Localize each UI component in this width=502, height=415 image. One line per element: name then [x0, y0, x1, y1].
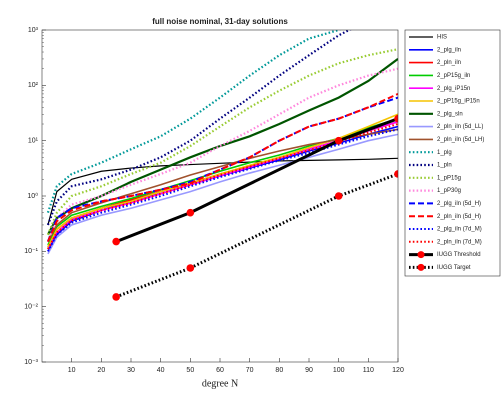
legend-label: 2_plg_iln (5d_H): [437, 201, 481, 207]
x-tick-label: 40: [157, 367, 165, 374]
y-tick-label: 10³: [28, 27, 39, 34]
series-marker: [112, 237, 120, 246]
legend-label: 2_pln_iln (5d_LL): [437, 124, 483, 130]
x-tick-label: 70: [246, 367, 254, 374]
plot-lines: [46, 30, 398, 301]
y-tick-label: 10⁻¹: [24, 248, 38, 255]
legend-label: IUGG Target: [437, 265, 471, 271]
legend-marker: [417, 263, 425, 271]
legend-label: 1_plg: [437, 150, 452, 156]
legend-label: 2_plg_iln: [437, 47, 461, 53]
series-marker: [112, 293, 120, 301]
series-line: [47, 92, 398, 242]
series-marker: [186, 264, 195, 272]
series-marker: [334, 136, 343, 145]
y-tick-label: 10⁻²: [24, 304, 38, 311]
x-tick-label: 20: [97, 367, 105, 374]
legend-label: 2_pln_iln (7d_M): [437, 239, 482, 245]
series-line: [47, 157, 398, 226]
legend-label: 2_plg_sln: [437, 111, 463, 117]
x-tick-label: 100: [333, 367, 345, 374]
legend-box: [404, 29, 501, 277]
series-marker: [394, 170, 398, 178]
series-line: [47, 128, 398, 252]
series-line: [46, 30, 341, 214]
plot-area: [42, 30, 398, 362]
series-line: [115, 117, 398, 243]
series-marker: [334, 192, 343, 200]
legend-label: 2_pln_iln (5d_LH): [437, 137, 484, 143]
legend-label: 2_plg_iP15n: [437, 86, 470, 92]
legend-label: 2_pP15g_iln: [437, 73, 470, 79]
series-marker: [186, 208, 195, 217]
legend-label: IUGG Threshold: [437, 252, 481, 258]
legend-marker: [417, 251, 425, 259]
legend-label: 1_pP30g: [437, 188, 461, 194]
x-tick-label: 60: [216, 367, 224, 374]
y-tick-label: 10²: [28, 82, 39, 89]
series-line: [47, 128, 398, 242]
series-line: [47, 133, 398, 255]
series-line: [46, 30, 352, 226]
y-tick-label: 10¹: [28, 138, 39, 145]
x-tick-label: 80: [275, 367, 283, 374]
x-tick-label: 90: [305, 367, 313, 374]
legend-label: 2_pP15g_iP15n: [437, 99, 480, 105]
series-marker: [394, 114, 398, 123]
y-tick-label: 10⁻³: [24, 359, 38, 366]
x-tick-label: 10: [68, 367, 76, 374]
x-axis-label: degree N: [202, 378, 238, 389]
y-tick-label: 10⁰: [27, 192, 38, 200]
legend-label: HIS: [437, 35, 447, 41]
series-line: [47, 123, 398, 250]
legend-label: 1_pP15g: [437, 175, 461, 181]
legend-label: 1_pln: [437, 163, 452, 169]
legend-label: 2_pln_iln: [437, 60, 461, 66]
series-line: [46, 96, 398, 242]
series-line: [46, 67, 398, 242]
legend-label: 2_plg_iln (7d_M): [437, 227, 482, 233]
legend-label: 2_pln_iln (5d_H): [437, 214, 481, 220]
x-tick-label: 120: [392, 367, 404, 374]
x-tick-label: 110: [363, 367, 374, 374]
x-tick-label: 50: [186, 367, 194, 374]
chart-title: full noise nominal, 31-day solutions: [152, 17, 288, 26]
x-tick-label: 30: [127, 367, 135, 374]
